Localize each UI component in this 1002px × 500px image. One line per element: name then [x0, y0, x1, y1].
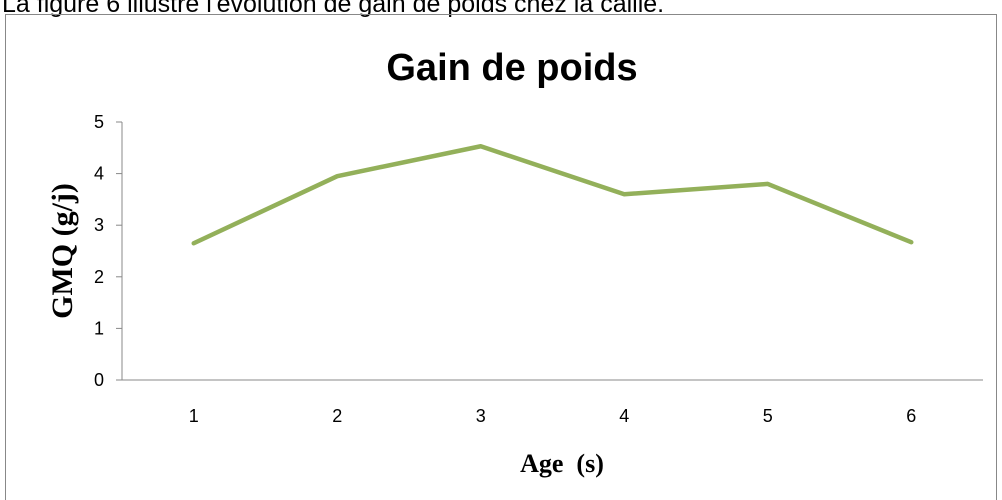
caption: La figure 6 illustre l'évolution de gain… — [2, 0, 664, 18]
x-tick-label: 6 — [906, 406, 916, 426]
y-tick-label: 0 — [94, 370, 104, 390]
x-tick-label: 1 — [189, 406, 199, 426]
x-axis-label: Age (s) — [520, 449, 604, 478]
line-series — [191, 144, 914, 246]
x-tick-label: 4 — [619, 406, 629, 426]
chart-border — [5, 14, 997, 500]
y-tick-label: 2 — [94, 267, 104, 287]
x-tick-label: 3 — [476, 406, 486, 426]
y-tick-label: 3 — [94, 215, 104, 235]
y-axis-label: GMQ (g/j) — [46, 183, 79, 319]
x-tick-label: 2 — [332, 406, 342, 426]
y-tick-label: 5 — [94, 112, 104, 132]
y-tick-label: 1 — [94, 318, 104, 338]
x-tick-label: 5 — [763, 406, 773, 426]
chart-title: Gain de poids — [386, 47, 637, 89]
y-tick-label: 4 — [94, 164, 104, 184]
